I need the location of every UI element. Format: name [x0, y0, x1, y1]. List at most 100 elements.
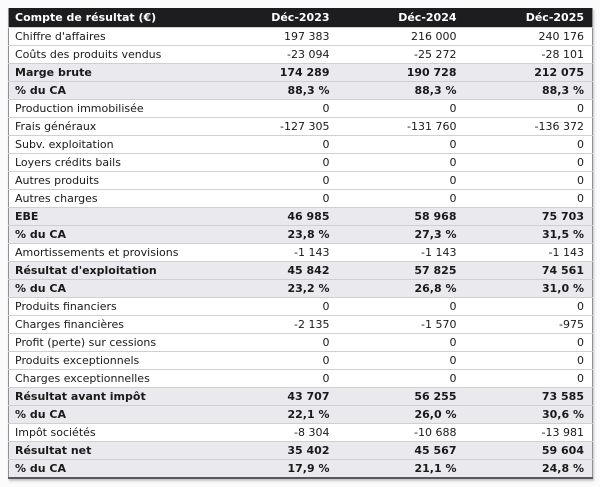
cell-dec-2025: 0: [464, 350, 593, 369]
table-row: % du CA 22,1 % 26,0 % 30,6 %: [8, 404, 593, 423]
table-row: % du CA 17,9 % 21,1 % 24,8 %: [8, 458, 593, 478]
row-label: % du CA: [8, 404, 211, 423]
income-statement-table: Compte de résultat (€) Déc-2023 Déc-2024…: [8, 8, 593, 479]
cell-dec-2023: 174 289: [210, 62, 338, 81]
table-row: % du CA 23,2 % 26,8 % 31,0 %: [8, 278, 593, 297]
cell-dec-2023: 45 842: [210, 260, 338, 279]
cell-dec-2025: 30,6 %: [464, 404, 593, 423]
table-row: Résultat net 35 402 45 567 59 604: [8, 440, 593, 459]
cell-dec-2025: 0: [464, 368, 593, 387]
row-label: Marge brute: [8, 62, 211, 81]
cell-dec-2025: 73 585: [464, 386, 593, 405]
cell-dec-2024: 26,8 %: [337, 278, 465, 297]
table-row: Résultat avant impôt 43 707 56 255 73 585: [8, 386, 593, 405]
table-row: Marge brute 174 289 190 728 212 075: [8, 62, 593, 81]
cell-dec-2024: -10 688: [337, 422, 465, 441]
cell-dec-2024: 27,3 %: [337, 224, 465, 243]
cell-dec-2023: 46 985: [210, 206, 338, 225]
cell-dec-2024: 58 968: [337, 206, 465, 225]
cell-dec-2025: 240 176: [464, 26, 593, 45]
cell-dec-2025: 0: [464, 188, 593, 207]
row-label: % du CA: [8, 278, 211, 297]
cell-dec-2025: -13 981: [464, 422, 593, 441]
cell-dec-2023: 17,9 %: [210, 458, 338, 478]
cell-dec-2025: -136 372: [464, 116, 593, 135]
cell-dec-2024: 216 000: [337, 26, 465, 45]
table-row: Subv. exploitation 0 0 0: [8, 134, 593, 153]
table-row: Produits exceptionnels 0 0 0: [8, 350, 593, 369]
cell-dec-2023: -23 094: [210, 44, 338, 63]
cell-dec-2024: 26,0 %: [337, 404, 465, 423]
cell-dec-2024: 88,3 %: [337, 80, 465, 99]
cell-dec-2025: 31,5 %: [464, 224, 593, 243]
row-label: Résultat net: [8, 440, 211, 459]
table-row: Impôt sociétés -8 304 -10 688 -13 981: [8, 422, 593, 441]
cell-dec-2024: 0: [337, 152, 465, 171]
cell-dec-2025: 0: [464, 152, 593, 171]
cell-dec-2025: 24,8 %: [464, 458, 593, 478]
cell-dec-2023: -1 143: [210, 242, 338, 261]
cell-dec-2023: 23,2 %: [210, 278, 338, 297]
row-label: Charges financières: [8, 314, 211, 333]
row-label: Profit (perte) sur cessions: [8, 332, 211, 351]
cell-dec-2023: -127 305: [210, 116, 338, 135]
cell-dec-2025: 0: [464, 98, 593, 117]
table-row: Produits financiers 0 0 0: [8, 296, 593, 315]
cell-dec-2024: 0: [337, 98, 465, 117]
table-row: % du CA 88,3 % 88,3 % 88,3 %: [8, 80, 593, 99]
row-label: EBE: [8, 206, 211, 225]
cell-dec-2024: 190 728: [337, 62, 465, 81]
cell-dec-2023: 0: [210, 98, 338, 117]
header-row: Compte de résultat (€) Déc-2023 Déc-2024…: [8, 8, 593, 27]
table-row: Chiffre d'affaires 197 383 216 000 240 176: [8, 26, 593, 45]
table-row: Production immobilisée 0 0 0: [8, 98, 593, 117]
cell-dec-2024: 0: [337, 188, 465, 207]
cell-dec-2023: -8 304: [210, 422, 338, 441]
cell-dec-2025: 0: [464, 170, 593, 189]
table-row: Résultat d'exploitation 45 842 57 825 74 56…: [8, 260, 593, 279]
cell-dec-2023: 0: [210, 296, 338, 315]
row-label: Autres charges: [8, 188, 211, 207]
cell-dec-2025: 0: [464, 332, 593, 351]
cell-dec-2025: -975: [464, 314, 593, 333]
cell-dec-2024: 0: [337, 350, 465, 369]
cell-dec-2024: 0: [337, 368, 465, 387]
row-label: Impôt sociétés: [8, 422, 211, 441]
table-row: Autres produits 0 0 0: [8, 170, 593, 189]
cell-dec-2025: 59 604: [464, 440, 593, 459]
table-body: Chiffre d'affaires 197 383 216 000 240 176 C…: [8, 26, 593, 478]
table-row: Charges financières -2 135 -1 570 -975: [8, 314, 593, 333]
row-label: % du CA: [8, 224, 211, 243]
table-row: Frais généraux -127 305 -131 760 -136 372: [8, 116, 593, 135]
column-header-title: Compte de résultat (€): [8, 8, 211, 27]
column-header-dec-2023: Déc-2023: [210, 8, 338, 27]
cell-dec-2025: 212 075: [464, 62, 593, 81]
cell-dec-2025: 0: [464, 134, 593, 153]
row-label: Production immobilisée: [8, 98, 211, 117]
cell-dec-2023: 0: [210, 170, 338, 189]
table-row: Charges exceptionnelles 0 0 0: [8, 368, 593, 387]
cell-dec-2023: 0: [210, 134, 338, 153]
table-row: Autres charges 0 0 0: [8, 188, 593, 207]
cell-dec-2024: 0: [337, 170, 465, 189]
cell-dec-2024: 21,1 %: [337, 458, 465, 478]
cell-dec-2023: -2 135: [210, 314, 338, 333]
cell-dec-2023: 0: [210, 188, 338, 207]
row-label: Autres produits: [8, 170, 211, 189]
cell-dec-2023: 23,8 %: [210, 224, 338, 243]
column-header-dec-2024: Déc-2024: [337, 8, 465, 27]
row-label: Subv. exploitation: [8, 134, 211, 153]
cell-dec-2024: -1 143: [337, 242, 465, 261]
table-row: Loyers crédits bails 0 0 0: [8, 152, 593, 171]
cell-dec-2025: 31,0 %: [464, 278, 593, 297]
cell-dec-2025: 0: [464, 296, 593, 315]
cell-dec-2024: 57 825: [337, 260, 465, 279]
row-label: Produits financiers: [8, 296, 211, 315]
cell-dec-2024: 0: [337, 134, 465, 153]
row-label: Chiffre d'affaires: [8, 26, 211, 45]
cell-dec-2023: 197 383: [210, 26, 338, 45]
row-label: % du CA: [8, 458, 211, 478]
table-row: Coûts des produits vendus -23 094 -25 272-…: [8, 44, 593, 63]
row-label: % du CA: [8, 80, 211, 99]
table-row: EBE 46 985 58 968 75 703: [8, 206, 593, 225]
